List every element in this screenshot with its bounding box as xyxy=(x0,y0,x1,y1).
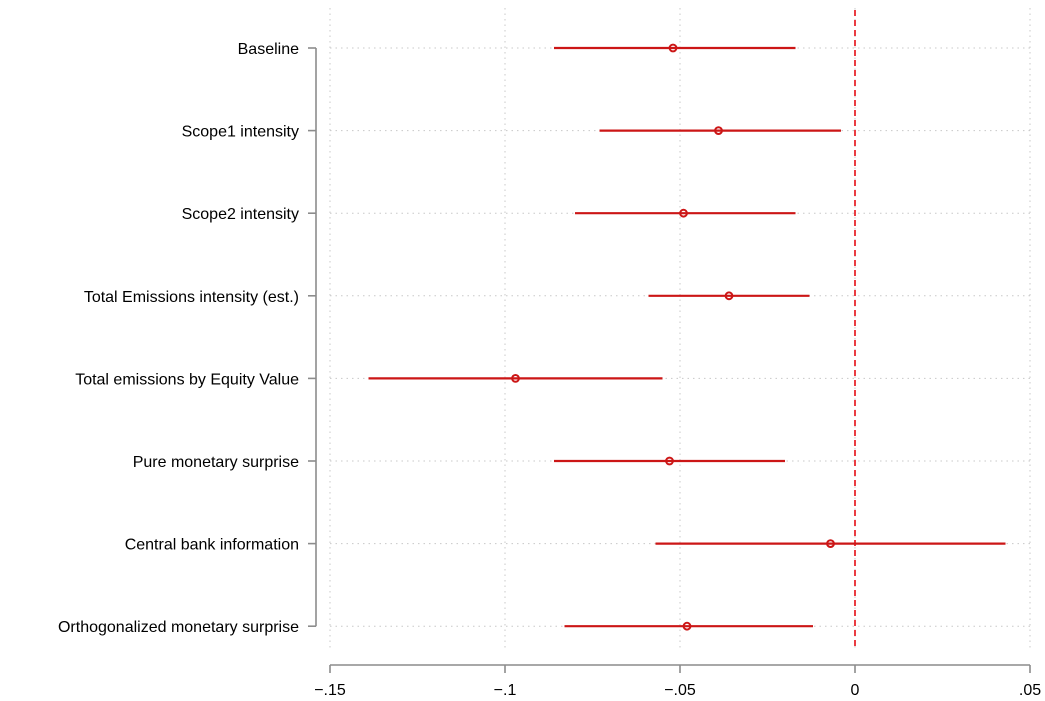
category-label: Central bank information xyxy=(125,537,299,554)
point-estimate xyxy=(724,291,734,301)
x-tick-label: 0 xyxy=(851,682,860,699)
x-tick-label: .05 xyxy=(1019,682,1041,699)
category-label: Scope2 intensity xyxy=(182,206,299,223)
axes xyxy=(308,47,1031,673)
category-label: Total emissions by Equity Value xyxy=(75,371,299,388)
x-tick-label: −.15 xyxy=(314,682,346,699)
category-label: Total Emissions intensity (est.) xyxy=(84,289,299,306)
point-estimate xyxy=(679,208,688,218)
category-label: Orthogonalized monetary surprise xyxy=(58,619,299,636)
point-estimate xyxy=(668,43,678,53)
point-estimate xyxy=(682,621,692,631)
x-tick-label: −.05 xyxy=(664,682,696,699)
point-estimate xyxy=(714,126,723,136)
point-estimate xyxy=(665,456,674,466)
x-tick-label: −.1 xyxy=(494,682,517,699)
estimates-layer xyxy=(368,43,1006,631)
labels-layer: −.15 −.1 −.05 0 .05 Baseline Scope1 intensity S… xyxy=(58,41,1041,699)
category-label: Scope1 intensity xyxy=(182,124,299,141)
gridlines xyxy=(329,8,1031,648)
point-estimate xyxy=(826,539,835,548)
category-label: Pure monetary surprise xyxy=(133,454,299,471)
category-label: Baseline xyxy=(238,41,299,58)
point-estimate xyxy=(511,374,520,383)
